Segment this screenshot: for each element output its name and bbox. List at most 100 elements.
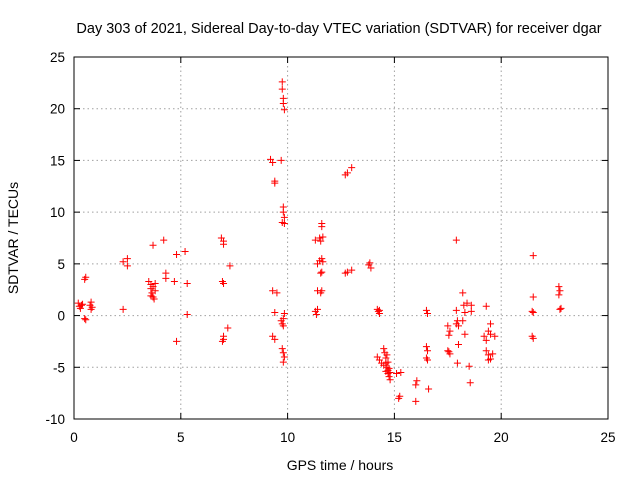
plot-frame (73, 56, 609, 420)
data-point-marker (487, 330, 495, 338)
data-point-marker (280, 353, 288, 361)
data-point-marker (487, 320, 495, 328)
data-point-marker (280, 310, 288, 318)
data-point-marker (459, 289, 467, 297)
data-point-marker (343, 268, 351, 276)
data-point-marker (343, 169, 351, 177)
data-point-marker (454, 341, 462, 349)
data-point-marker (269, 158, 277, 166)
data-point-marker (453, 359, 461, 367)
data-point-marker (151, 280, 159, 288)
data-point-marker (555, 283, 563, 291)
data-point-marker (81, 315, 89, 323)
data-point-marker (529, 293, 537, 301)
data-point-marker (424, 347, 432, 355)
data-point-marker (482, 302, 490, 310)
y-tick-label: 15 (50, 153, 65, 168)
data-point-marker (271, 335, 279, 343)
data-point-marker (529, 308, 537, 316)
data-point-marker (413, 377, 421, 385)
data-point-marker (482, 347, 490, 355)
data-point-marker (183, 311, 191, 319)
data-point-marker (412, 381, 420, 389)
data-point-marker (385, 364, 393, 372)
data-point-marker (480, 332, 488, 340)
data-point-marker (220, 280, 228, 288)
chart-title: Day 303 of 2021, Sidereal Day-to-day VTE… (76, 21, 601, 37)
data-point-marker (461, 330, 469, 338)
data-point-marker (467, 301, 475, 309)
data-point-marker (151, 287, 159, 295)
y-tick-label: 5 (57, 257, 65, 272)
data-point-marker (348, 266, 356, 274)
data-point-marker (380, 345, 388, 353)
data-point-marker (529, 334, 537, 342)
data-point-marker (425, 385, 433, 393)
data-point-marker (424, 310, 432, 318)
x-axis-label: GPS time / hours (287, 457, 394, 473)
data-point-marker (466, 379, 474, 387)
data-point-marker (226, 262, 234, 270)
data-point-marker (366, 259, 374, 267)
data-point-marker (556, 305, 564, 313)
data-point-marker (382, 367, 390, 375)
x-tick-label: 0 (70, 430, 78, 445)
data-point-marker (149, 241, 157, 249)
data-point-marker (280, 106, 288, 114)
data-point-marker (150, 295, 158, 303)
data-point-marker (77, 301, 85, 309)
data-point-marker (393, 369, 401, 377)
data-point-marker (465, 362, 473, 370)
data-point-marker (88, 303, 96, 311)
data-point-marker (380, 361, 388, 369)
data-point-marker (173, 337, 181, 345)
data-point-marker (487, 355, 495, 363)
data-point-marker (318, 220, 326, 228)
data-point-marker (170, 277, 178, 285)
x-tick-label: 20 (494, 430, 509, 445)
x-tick-label: 10 (280, 430, 295, 445)
grid-lines (74, 57, 608, 419)
data-point-marker (491, 332, 499, 340)
data-point-marker (269, 287, 277, 295)
data-point-marker (489, 350, 497, 358)
data-point-marker (452, 236, 460, 244)
data-point-marker (220, 240, 228, 248)
x-tick-label: 5 (177, 430, 185, 445)
data-point-marker (317, 289, 325, 297)
data-point-marker (273, 289, 281, 297)
data-point-marker (444, 322, 452, 330)
data-point-marker (463, 299, 471, 307)
data-point-marker (173, 251, 181, 259)
data-point-marker (452, 306, 460, 314)
data-point-marker (278, 85, 286, 93)
y-axis-label: SDTVAR / TECUs (5, 182, 21, 294)
data-point-marker (160, 236, 168, 244)
data-point-marker (183, 280, 191, 288)
data-point-marker (556, 287, 564, 295)
data-point-marker (375, 306, 383, 314)
y-tick-label: -10 (45, 412, 65, 427)
data-point-marker (555, 291, 563, 299)
data-point-marker (280, 220, 288, 228)
data-point-marker (459, 317, 467, 325)
data-point-marker (312, 311, 320, 319)
data-point-marker (119, 258, 127, 266)
data-point-marker (467, 307, 475, 315)
data-point-marker (314, 305, 322, 313)
data-points (74, 78, 565, 405)
data-point-marker (79, 300, 87, 308)
data-point-marker (119, 305, 127, 313)
y-tick-label: 10 (50, 205, 65, 220)
x-tick-label: 25 (600, 430, 615, 445)
data-point-marker (422, 306, 430, 314)
data-point-marker (348, 164, 356, 172)
data-point-marker (445, 331, 453, 339)
data-point-marker (386, 376, 394, 384)
data-point-marker (278, 78, 286, 86)
data-point-marker (279, 349, 287, 357)
data-point-marker (396, 392, 404, 400)
data-point-marker (271, 308, 279, 316)
data-point-marker (412, 397, 420, 405)
data-point-marker (528, 307, 536, 315)
